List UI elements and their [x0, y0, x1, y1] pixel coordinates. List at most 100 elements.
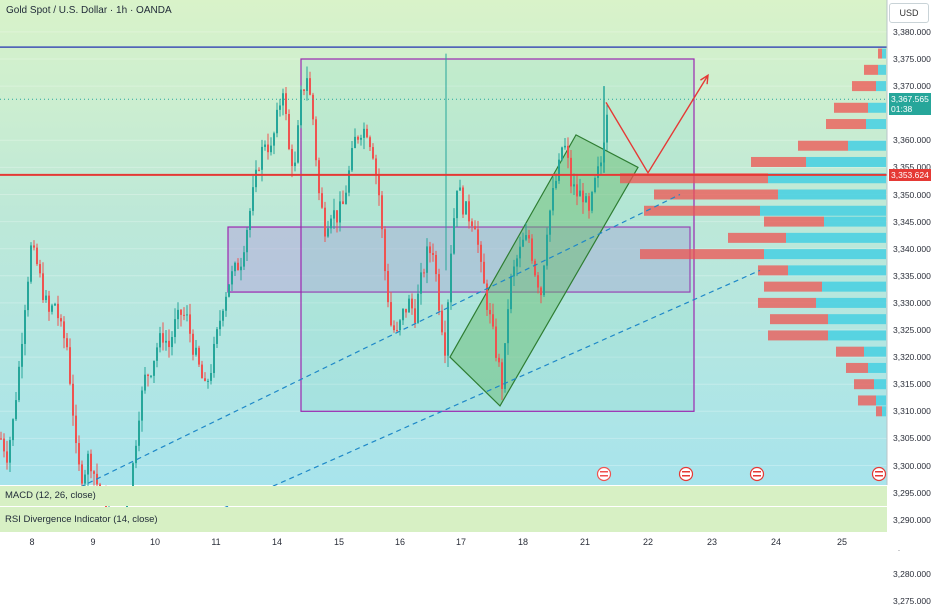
candle-body: [387, 271, 389, 303]
time-tick-label: 11: [211, 537, 221, 547]
candle-body: [39, 264, 41, 274]
volume-profile-buy-bar: [828, 314, 886, 325]
price-tick-label: 3,360.000: [893, 135, 931, 146]
candle-body: [201, 364, 203, 379]
candle-body: [357, 136, 359, 140]
volume-profile-sell-bar: [846, 362, 868, 373]
volume-profile-sell-bar: [770, 314, 828, 325]
resistance-price-tag: 3,353.624: [889, 168, 931, 181]
candle-body: [327, 228, 329, 237]
price-tick-label: 3,345.000: [893, 216, 931, 227]
candle-body: [591, 191, 593, 211]
time-tick-label: 17: [455, 537, 467, 547]
volume-profile-sell-bar: [854, 379, 874, 390]
volume-profile-buy-bar: [868, 362, 886, 373]
candle-body: [18, 366, 20, 401]
last-price-tag: 3,367.565 01:38: [889, 93, 931, 116]
candle-body: [81, 464, 83, 484]
volume-profile-buy-bar: [876, 395, 886, 406]
candle-body: [237, 262, 239, 271]
candle-body: [261, 146, 263, 170]
candle-body: [72, 383, 74, 416]
price-tick-label: 3,370.000: [893, 81, 931, 92]
dashed-trendline: [79, 193, 681, 488]
volume-profile-sell-bar: [644, 205, 760, 216]
candle-body: [0, 438, 2, 440]
price-tick-label: 3,330.000: [893, 297, 931, 308]
candle-body: [147, 374, 149, 377]
candle-body: [594, 177, 596, 192]
candle-body: [159, 333, 161, 348]
candle-body: [570, 157, 572, 187]
candle-body: [396, 330, 398, 332]
price-tick-label: 3,325.000: [893, 325, 931, 335]
candle-body: [549, 210, 551, 235]
candle-body: [132, 463, 134, 489]
candle-body: [231, 271, 233, 285]
candle-body: [531, 238, 533, 261]
candle-body: [399, 320, 401, 331]
volume-profile-buy-bar: [778, 189, 886, 200]
price-chart[interactable]: [0, 0, 932, 550]
price-tick-label: 3,335.000: [893, 270, 931, 281]
candle-body: [234, 262, 236, 272]
candle-body: [507, 309, 509, 344]
candle-body: [495, 326, 497, 358]
candle-body: [321, 193, 323, 208]
candle-body: [222, 310, 224, 321]
candle-body: [90, 453, 92, 472]
candle-body: [456, 190, 458, 219]
candle-body: [519, 246, 521, 259]
candle-body: [429, 246, 431, 254]
candle-body: [267, 144, 269, 153]
candle-body: [93, 471, 95, 474]
candle-body: [270, 145, 272, 153]
candle-body: [459, 187, 461, 191]
candle-body: [474, 226, 476, 230]
candle-body: [471, 221, 473, 227]
candle-body: [546, 234, 548, 266]
candle-body: [411, 298, 413, 309]
candle-body: [408, 298, 410, 313]
candle-body: [27, 281, 29, 311]
candle-body: [522, 239, 524, 247]
volume-profile-sell-bar: [620, 173, 768, 184]
candle-body: [384, 229, 386, 272]
candle-body: [330, 218, 332, 229]
candle-body: [87, 453, 89, 475]
candle-body: [135, 445, 137, 464]
volume-profile-sell-bar: [864, 64, 878, 75]
candle-body: [450, 253, 452, 303]
time-tick-label: 10: [149, 537, 161, 547]
candle-body: [192, 333, 194, 355]
chart-title: Gold Spot / U.S. Dollar · 1h · OANDA: [6, 5, 172, 16]
volume-profile: [620, 48, 886, 417]
candle-body: [417, 293, 419, 323]
candle-body: [57, 303, 59, 319]
candle-body: [171, 337, 173, 348]
candle-body: [33, 245, 35, 248]
candle-body: [6, 451, 8, 463]
candle-body: [567, 145, 569, 158]
candle-body: [468, 201, 470, 222]
volume-profile-buy-bar: [764, 249, 886, 260]
candle-body: [444, 332, 446, 356]
candle-body: [486, 283, 488, 310]
candle-body: [288, 114, 290, 150]
currency-button[interactable]: USD: [889, 3, 929, 23]
candle-body: [339, 201, 341, 223]
candle-body: [438, 274, 440, 311]
candle-body: [366, 128, 368, 138]
candle-body: [579, 190, 581, 197]
candle-body: [66, 338, 68, 348]
rsi-panel[interactable]: [0, 507, 887, 532]
candle-body: [606, 114, 608, 143]
price-axis-background: [887, 0, 932, 485]
candle-body: [558, 159, 560, 181]
candle-body: [141, 390, 143, 421]
price-tick-label: 3,305.000: [893, 433, 931, 444]
macd-panel[interactable]: [0, 486, 887, 506]
volume-profile-buy-bar: [876, 81, 886, 92]
time-tick-label: 18: [517, 537, 529, 547]
candle-body: [138, 420, 140, 446]
